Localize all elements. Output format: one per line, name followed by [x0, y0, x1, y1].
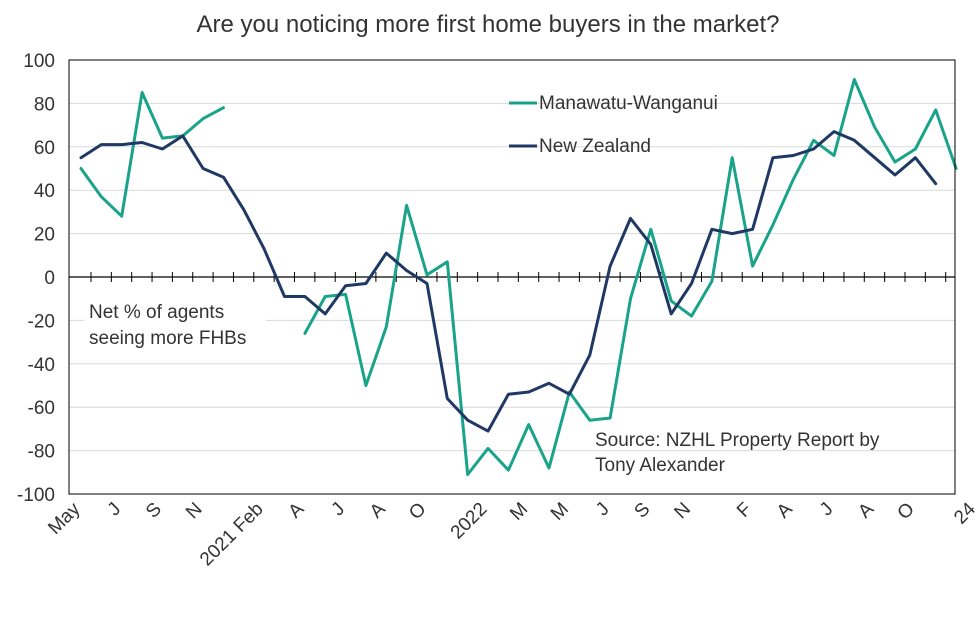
- x-tick-label: O: [894, 499, 919, 524]
- y-tick-label: -60: [28, 398, 55, 419]
- source-annotation: Source: NZHL Property Report by Tony Ale…: [595, 430, 880, 476]
- series-line-segment: [79, 91, 225, 218]
- x-tick-label: M: [506, 499, 532, 525]
- chart-title: Are you noticing more first home buyers …: [197, 11, 780, 38]
- x-tick-label: J: [104, 499, 126, 521]
- x-tick-label: J: [592, 499, 614, 521]
- legend-label-manawatu: Manawatu-Wanganui: [539, 93, 718, 114]
- net-agents-label-line2: seeing more FHBs: [89, 328, 246, 349]
- x-tick-label: J: [328, 499, 350, 521]
- x-tick-label: F: [733, 499, 756, 522]
- y-tick-label: 0: [44, 268, 55, 289]
- x-tick-label: M: [547, 499, 573, 525]
- y-tick-label: 20: [34, 225, 55, 246]
- x-axis-zero-line: [69, 272, 955, 282]
- net-agents-annotation-bg: [84, 293, 266, 351]
- x-tick-label: A: [773, 498, 797, 522]
- y-tick-label: -20: [28, 311, 55, 332]
- source-label-line1: Source: NZHL Property Report by: [595, 430, 880, 451]
- y-tick-label: 60: [34, 138, 55, 159]
- x-tick-label: S: [631, 499, 655, 523]
- series-new-zealand: [79, 130, 938, 433]
- net-agents-annotation: Net % of agents seeing more FHBs: [84, 293, 266, 351]
- series-line-segment: [303, 78, 958, 476]
- x-tick-label: A: [285, 498, 309, 522]
- y-axis: 100 80 60 40 20 0 -20 -40 -60 -80 -100: [17, 51, 55, 506]
- series-lines: [79, 78, 958, 476]
- y-tick-label: 100: [23, 51, 55, 72]
- x-tick-label: O: [405, 499, 430, 524]
- x-tick-label: S: [142, 499, 166, 523]
- source-label-line2: Tony Alexander: [595, 455, 726, 476]
- series-line-segment: [79, 130, 938, 433]
- legend: Manawatu-Wanganui New Zealand: [509, 93, 718, 157]
- x-tick-label: J: [816, 499, 838, 521]
- plot-area-border: [68, 59, 956, 495]
- x-tick-label: N: [670, 499, 695, 524]
- y-tick-label: 40: [34, 181, 55, 202]
- x-tick-label: 2022: [447, 499, 492, 544]
- y-tick-label: 80: [34, 94, 55, 115]
- x-tick-label: 2021 Feb: [196, 499, 268, 571]
- y-tick-label: -80: [28, 442, 55, 463]
- y-tick-label: -100: [17, 485, 55, 506]
- x-tick-label: A: [366, 498, 390, 522]
- net-agents-label-line1: Net % of agents: [89, 302, 224, 323]
- legend-label-nz: New Zealand: [539, 136, 651, 157]
- x-tick-label: N: [182, 499, 207, 524]
- x-tick-label: 24: [950, 498, 976, 528]
- series-manawatu-wanganui: [79, 78, 958, 476]
- x-tick-label: A: [854, 498, 878, 522]
- y-tick-label: -40: [28, 355, 55, 376]
